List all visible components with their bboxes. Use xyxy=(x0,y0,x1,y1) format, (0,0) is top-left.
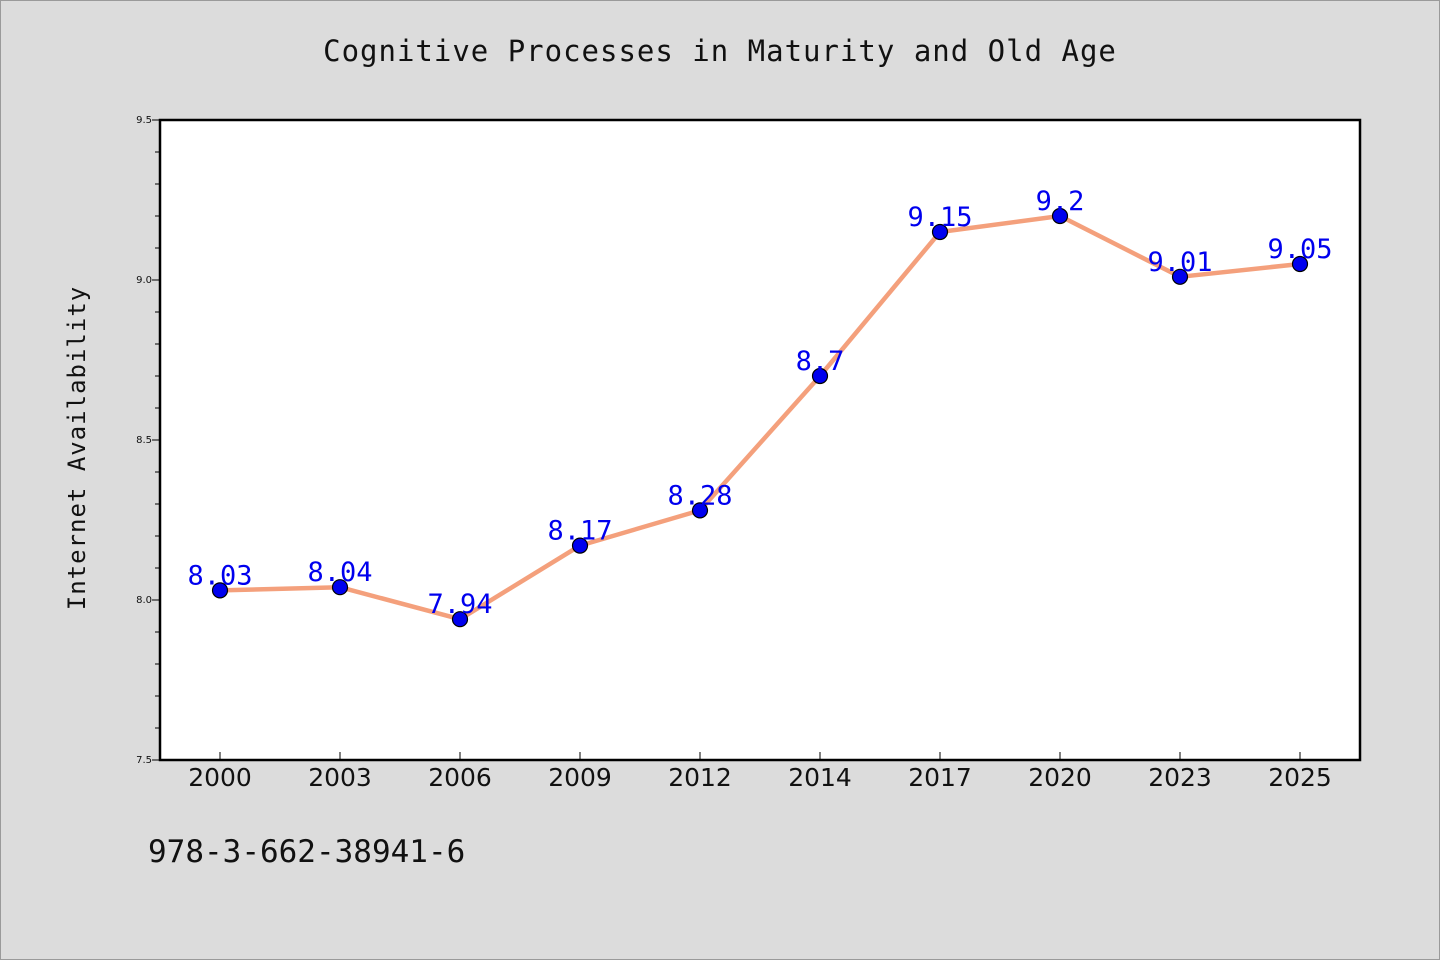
data-point xyxy=(331,579,349,596)
data-label: 8.17 xyxy=(547,516,612,547)
y-tick-label: 8.5 xyxy=(136,435,152,446)
data-label: 9.01 xyxy=(1147,247,1212,278)
x-tick-label: 2009 xyxy=(548,763,612,792)
data-point xyxy=(211,582,229,599)
x-tick-label: 2020 xyxy=(1028,763,1092,792)
y-axis: 7.5 8.0 8.5 9.0 9.5 xyxy=(136,115,160,766)
x-tick-label: 2006 xyxy=(428,763,492,792)
data-point xyxy=(1171,268,1189,285)
x-tick-label: 2025 xyxy=(1268,763,1332,792)
y-tick-label: 9.0 xyxy=(136,275,152,286)
data-point xyxy=(1051,207,1069,225)
chart-title: Cognitive Processes in Maturity and Old … xyxy=(323,34,1117,68)
y-tick-label: 8.0 xyxy=(136,595,152,606)
series-line xyxy=(219,213,1301,622)
x-tick-label: 2014 xyxy=(788,763,852,792)
data-label: 9.15 xyxy=(907,202,972,233)
data-point xyxy=(811,367,829,385)
x-tick-label: 2023 xyxy=(1148,763,1212,792)
data-point xyxy=(1291,255,1309,273)
data-point xyxy=(691,502,709,519)
data-point xyxy=(451,611,469,628)
x-tick-label: 2000 xyxy=(188,763,252,792)
x-axis: 2000 2003 2006 2009 2012 2014 2017 2020 2023 2025 xyxy=(188,752,1332,792)
y-axis-label: Internet Availability xyxy=(63,286,91,610)
footer-isbn: 978-3-662-38941-6 xyxy=(148,834,466,870)
data-markers xyxy=(211,207,1309,628)
data-label: 8.04 xyxy=(307,557,372,588)
data-labels: 8.03 8.04 7.94 8.17 8.28 8.7 9.15 9.2 9.01 9.05 xyxy=(187,186,1332,620)
data-label: 7.94 xyxy=(427,589,492,620)
x-tick-label: 2003 xyxy=(308,763,372,792)
data-point xyxy=(571,537,589,554)
x-tick-label: 2012 xyxy=(668,763,732,792)
x-tick-label: 2017 xyxy=(908,763,972,792)
data-label: 8.03 xyxy=(187,560,252,591)
data-label: 9.05 xyxy=(1267,234,1332,265)
y-tick-label: 7.5 xyxy=(136,755,152,766)
y-tick-label: 9.5 xyxy=(136,115,152,126)
data-label: 9.2 xyxy=(1036,186,1085,217)
data-label: 8.28 xyxy=(667,480,732,511)
data-label: 8.7 xyxy=(796,346,845,377)
data-point xyxy=(931,223,949,241)
